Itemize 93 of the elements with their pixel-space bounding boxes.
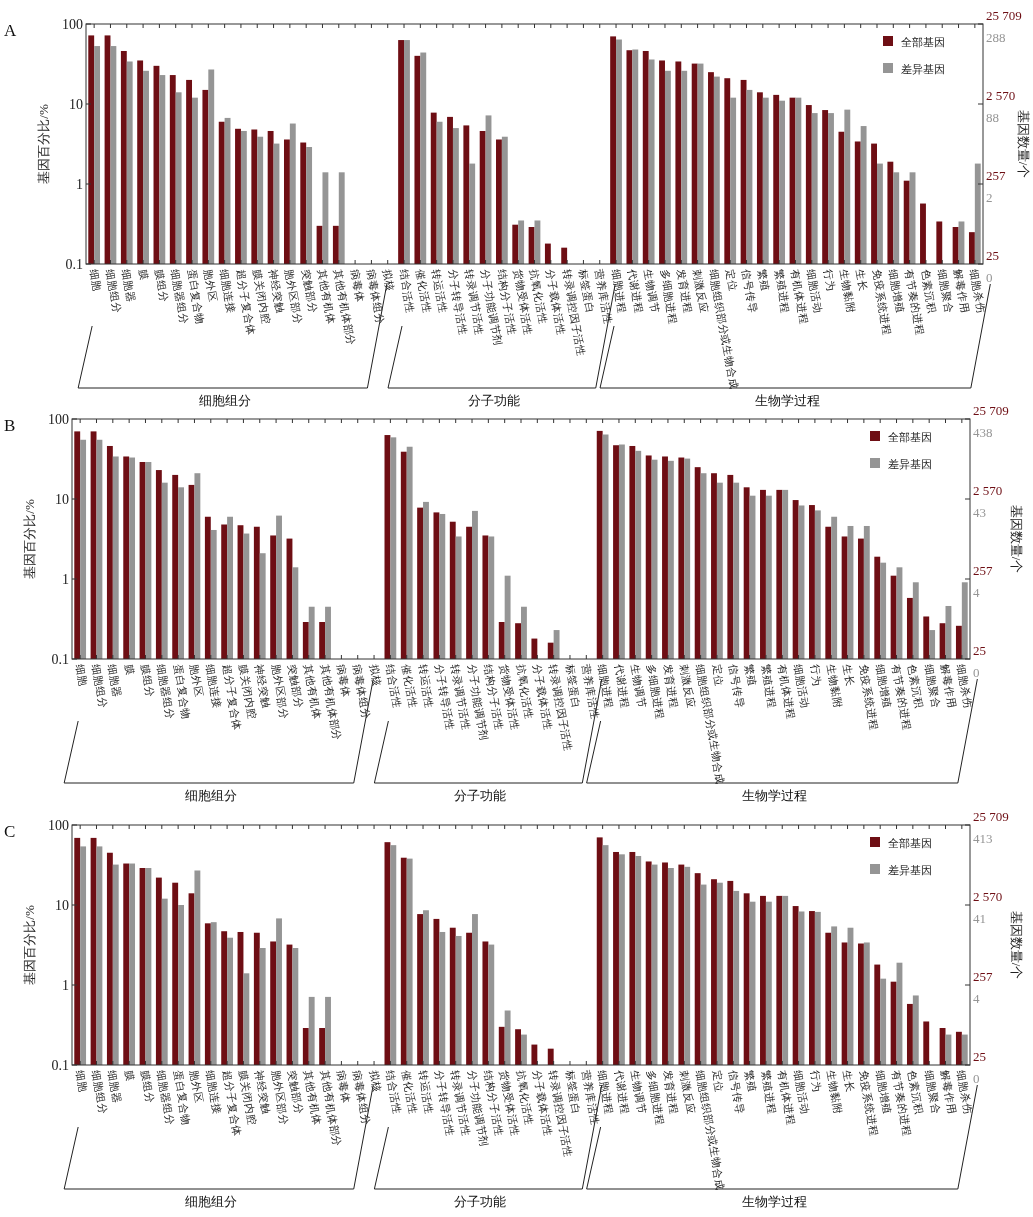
y-tick-label: 10 <box>69 97 83 112</box>
x-tick-label: 膜 <box>122 1069 136 1083</box>
text: 4 <box>973 991 980 1006</box>
x-tick-label: 繁殖 <box>743 663 759 688</box>
legend-label: 全部基因 <box>888 431 932 443</box>
y-tick-label: 1 <box>76 177 83 192</box>
legend-label: 差异基因 <box>901 63 945 75</box>
text: 分子功能 <box>454 1194 507 1209</box>
y-tick-label: 0.1 <box>51 652 69 667</box>
chart-title: C <box>4 822 16 841</box>
text: 生物学过程 <box>741 788 807 803</box>
text: 生物学过程 <box>754 393 820 408</box>
text: 43 <box>973 505 986 520</box>
x-tick-label: 胞外区 <box>188 663 205 699</box>
x-tick-label: 定位 <box>723 268 740 293</box>
x-tick-label: 行为 <box>821 268 838 293</box>
text: 细胞组分 <box>184 788 237 803</box>
y-tick-label: 1 <box>62 572 69 587</box>
x-tick-label: 细胞 <box>87 268 103 293</box>
x-tick-label: 膜 <box>136 268 150 282</box>
y-axis-title: 基因百分比/% <box>22 499 37 579</box>
x-tick-label: 膜 <box>122 663 136 677</box>
x-tick-label: 定位 <box>710 1069 727 1094</box>
x-tick-label: 膜组分 <box>139 663 156 699</box>
text: 25 709 <box>986 8 1022 23</box>
y2-axis-title: 基因数量/个 <box>1016 109 1031 179</box>
chart-title: B <box>4 416 16 435</box>
x-tick-label: 胞外区 <box>201 268 219 304</box>
x-tick-label: 生长 <box>854 268 870 293</box>
text: 0 <box>973 665 980 680</box>
y-tick-label: 100 <box>48 818 69 833</box>
y-axis-title: 基因百分比/% <box>36 104 51 184</box>
x-tick-label: 生长 <box>841 663 857 688</box>
x-tick-label: 定位 <box>710 663 727 688</box>
text: 细胞组分 <box>184 1194 237 1209</box>
text: 25 <box>973 643 986 658</box>
x-tick-label: 细胞器 <box>106 663 124 699</box>
text: 257 <box>973 563 993 578</box>
y-axis-title: 基因百分比/% <box>22 905 37 985</box>
y-tick-label: 10 <box>55 492 69 507</box>
legend-label: 差异基因 <box>888 458 932 470</box>
x-tick-label: 膜组分 <box>153 268 170 304</box>
text: 25 <box>973 1049 986 1064</box>
chart-title: A <box>4 21 17 40</box>
text: 4 <box>973 585 980 600</box>
text: 2 570 <box>973 889 1003 904</box>
y-tick-label: 100 <box>48 412 69 427</box>
legend-label: 全部基因 <box>901 36 945 48</box>
x-tick-label: 病毒体 <box>335 663 353 699</box>
x-tick-label: 繁殖 <box>756 268 773 293</box>
x-tick-label: 细胞器 <box>120 268 137 304</box>
x-tick-label: 细胞 <box>73 663 89 688</box>
y-tick-label: 10 <box>55 898 69 913</box>
x-tick-label: 病毒体 <box>335 1069 353 1105</box>
text: 细胞组分 <box>198 393 251 408</box>
y-tick-label: 1 <box>62 978 69 993</box>
text: 2 570 <box>986 88 1016 103</box>
text: 2 <box>986 190 993 205</box>
y-tick-label: 100 <box>62 17 83 32</box>
text: 2 570 <box>973 483 1003 498</box>
x-tick-label: 拟核 <box>367 1069 384 1094</box>
x-tick-label: 细胞 <box>73 1069 89 1094</box>
legend-label: 全部基因 <box>888 837 932 849</box>
x-tick-label: 拟核 <box>367 663 384 688</box>
x-tick-label: 生长 <box>841 1069 857 1094</box>
x-tick-label: 病毒体 <box>348 268 367 304</box>
legend-label: 差异基因 <box>888 864 932 876</box>
text: 413 <box>973 831 993 846</box>
text: 生物学过程 <box>741 1194 807 1209</box>
text: 25 <box>986 248 999 263</box>
text: 分子功能 <box>467 393 520 408</box>
text: 0 <box>986 270 993 285</box>
text: 257 <box>973 969 993 984</box>
y-tick-label: 0.1 <box>65 257 83 272</box>
y2-axis-title: 基因数量/个 <box>1009 910 1024 980</box>
text: 0 <box>973 1071 980 1086</box>
x-tick-label: 胞外区 <box>188 1069 205 1105</box>
text: 438 <box>973 425 993 440</box>
x-tick-label: 行为 <box>808 1069 825 1094</box>
x-tick-label: 行为 <box>808 663 825 688</box>
x-tick-label: 拟核 <box>381 268 398 293</box>
y-tick-label: 0.1 <box>51 1058 69 1073</box>
text: 257 <box>986 168 1006 183</box>
x-tick-label: 细胞器 <box>106 1069 124 1105</box>
text: 288 <box>986 30 1006 45</box>
text: 25 709 <box>973 403 1009 418</box>
x-tick-label: 膜组分 <box>139 1069 156 1105</box>
y2-axis-title: 基因数量/个 <box>1009 504 1024 574</box>
text: 41 <box>973 911 986 926</box>
x-tick-label: 繁殖 <box>743 1069 759 1094</box>
text: 分子功能 <box>454 788 507 803</box>
text: 25 709 <box>973 809 1009 824</box>
text: 88 <box>986 110 999 125</box>
